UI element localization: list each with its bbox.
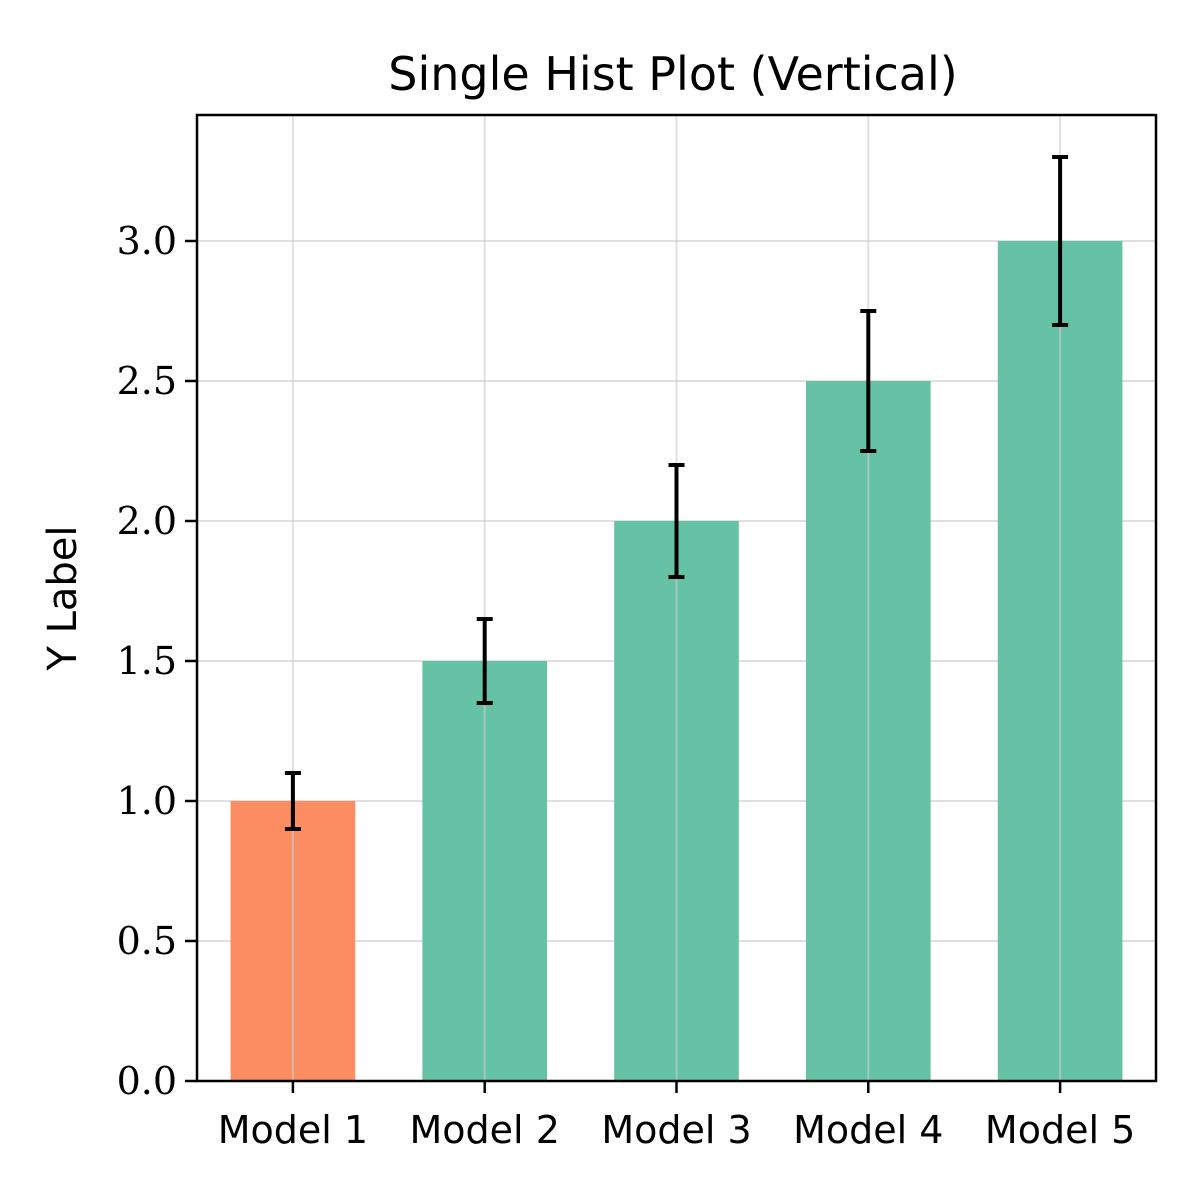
x-tick-label: Model 2 — [410, 1108, 560, 1152]
error-bar-4 — [860, 309, 877, 453]
error-bar-1 — [284, 771, 301, 831]
y-axis-ticks: 0.0 0.5 1.0 1.5 2.0 2.5 3.0 — [117, 219, 197, 1103]
error-bars — [284, 155, 1069, 831]
x-tick-label: Model 3 — [601, 1108, 751, 1152]
error-bar-2 — [476, 617, 493, 705]
y-tick-label: 2.0 — [117, 499, 177, 543]
x-tick-label: Model 1 — [218, 1108, 368, 1152]
y-axis-label: Y Label — [40, 525, 86, 671]
error-bar-3 — [668, 463, 685, 579]
x-axis-ticks: Model 1 Model 2 Model 3 Model 4 Model 5 — [218, 1081, 1135, 1152]
y-tick-label: 1.5 — [117, 639, 177, 683]
error-bar-5 — [1052, 155, 1069, 327]
y-tick-label: 3.0 — [117, 219, 177, 263]
x-tick-label: Model 5 — [985, 1108, 1135, 1152]
y-tick-label: 0.5 — [117, 919, 177, 963]
vertical-grid — [291, 115, 1062, 1081]
y-tick-label: 1.0 — [117, 779, 177, 823]
y-tick-label: 0.0 — [117, 1059, 177, 1103]
y-tick-label: 2.5 — [117, 359, 177, 403]
x-tick-label: Model 4 — [793, 1108, 943, 1152]
chart-title: Single Hist Plot (Vertical) — [388, 47, 957, 101]
